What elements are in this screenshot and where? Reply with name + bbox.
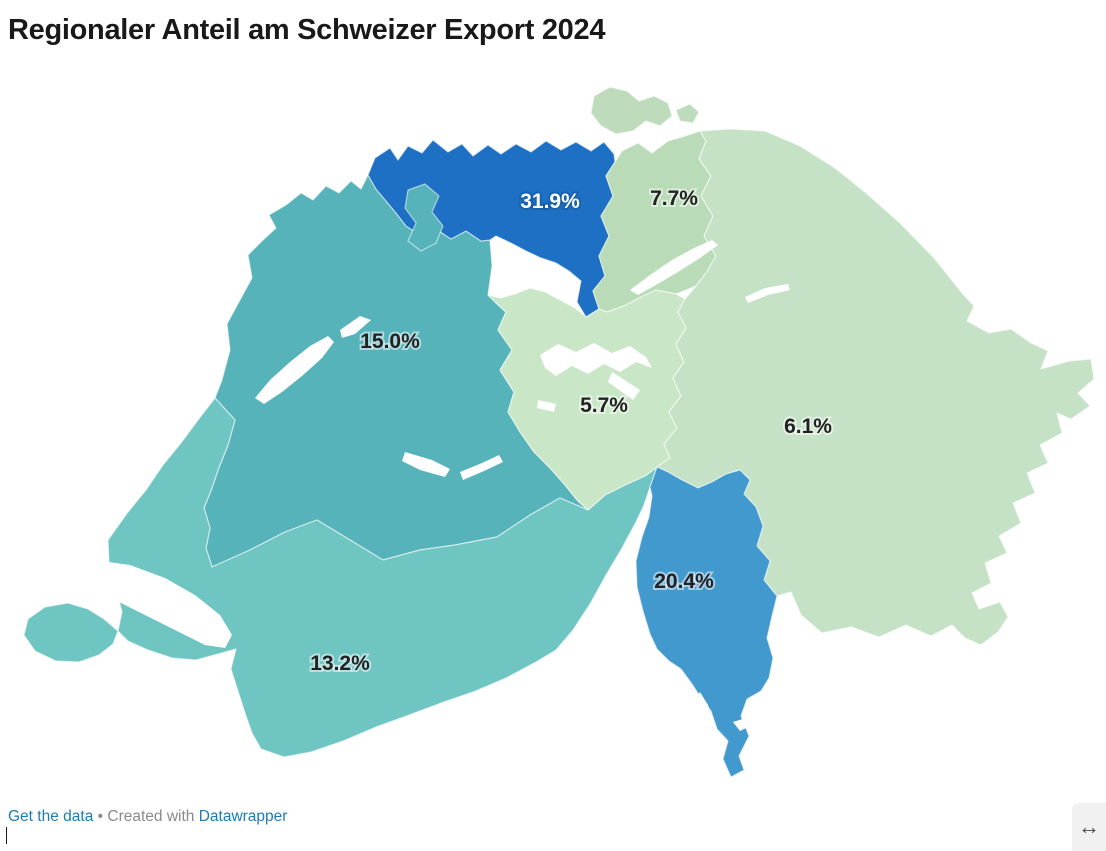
lake-biel (340, 316, 371, 338)
lake-sarnen (537, 400, 556, 412)
horizontal-resize-icon: ↔ (1078, 814, 1100, 839)
created-with-text: Created with (107, 808, 195, 825)
region-value-label: 13.2% (310, 652, 370, 675)
region-value-label: 7.7% (650, 187, 698, 210)
lake-thun (402, 452, 450, 477)
resize-handle[interactable]: ↔ (1072, 803, 1106, 851)
footer: Get the data • Created with Datawrapper (8, 808, 287, 826)
map-region-exclave-schaffhausen[interactable] (590, 86, 673, 135)
lake-lugano (733, 712, 770, 731)
map-region-7[interactable] (23, 397, 658, 758)
region-value-label: 15.0% (360, 330, 420, 353)
lake-zurich (630, 240, 718, 295)
lake-maggiore (695, 692, 718, 748)
region-value-label: 6.1% (784, 415, 832, 438)
lake-walen (745, 284, 790, 303)
map-region-exclave-small[interactable] (675, 103, 700, 124)
page-title: Regionaler Anteil am Schweizer Export 20… (8, 14, 606, 46)
footer-separator: • (97, 808, 104, 825)
lake-neuchatel (255, 336, 334, 404)
text-cursor (6, 827, 7, 844)
map-region-5[interactable] (656, 128, 1095, 646)
lake-geneva (65, 560, 232, 648)
get-the-data-link[interactable]: Get the data (8, 808, 94, 825)
lake-brienz (460, 455, 503, 480)
map-region-enclave[interactable] (404, 183, 444, 252)
lake-lucerne-arm (608, 372, 640, 400)
lake-lucerne (540, 343, 652, 376)
region-value-label: 20.4% (654, 570, 714, 593)
region-value-label: 5.7% (580, 394, 628, 417)
region-value-label: 31.9% (520, 190, 580, 213)
datawrapper-link[interactable]: Datawrapper (198, 808, 288, 825)
